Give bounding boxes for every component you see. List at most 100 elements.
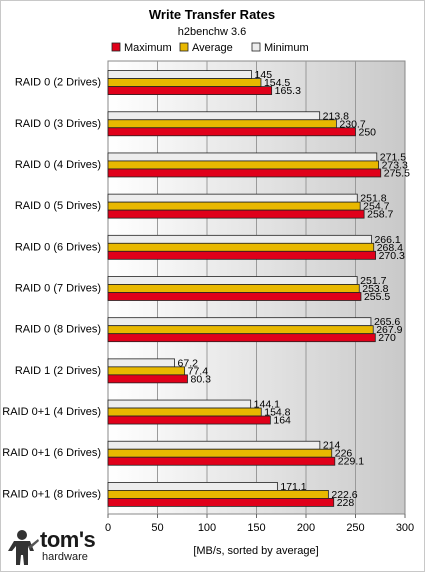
category-label: RAID 0 (5 Drives): [15, 200, 101, 212]
x-tick-label: 300: [396, 522, 414, 534]
value-label: 268.4: [377, 242, 403, 254]
value-label: 271.5: [380, 151, 406, 163]
value-label: 254.7: [363, 201, 389, 213]
legend-label-maximum: Maximum: [124, 42, 172, 54]
value-label: 265.6: [374, 316, 400, 328]
value-label: 250: [359, 126, 377, 138]
bar-average: [107, 160, 379, 170]
value-label: 145: [255, 69, 273, 81]
x-tick-label: 50: [151, 522, 163, 534]
bar-minimum: [107, 152, 378, 162]
value-label: 267.9: [376, 324, 402, 336]
bar-maximum: [107, 456, 336, 466]
bar-minimum: [107, 111, 321, 121]
category-label: RAID 0 (8 Drives): [15, 324, 101, 336]
category-label: RAID 0+1 (8 Drives): [2, 488, 101, 500]
x-axis-ticks: 0 50 100 150 200 250 300: [105, 514, 414, 534]
legend-label-minimum: Minimum: [264, 42, 309, 54]
value-label: 228: [337, 497, 355, 509]
bars: [107, 70, 382, 507]
bar-maximum: [107, 209, 365, 219]
value-label: 67.2: [178, 357, 199, 369]
value-label: 273.3: [382, 159, 408, 171]
logo-text-main: tom's: [40, 527, 96, 552]
x-tick-label: 200: [297, 522, 315, 534]
logo-text-sub: hardware: [42, 551, 88, 563]
x-axis-label: [MB/s, sorted by average]: [193, 545, 318, 557]
value-label: 165.3: [275, 85, 301, 97]
legend-swatch-maximum: [111, 42, 121, 52]
legend-label-average: Average: [192, 42, 233, 54]
toms-hardware-logo: tom's hardware: [6, 527, 102, 567]
bar-maximum: [107, 415, 271, 425]
value-label: 255.5: [364, 291, 390, 303]
bar-average: [107, 242, 375, 252]
bar-minimum: [107, 440, 321, 450]
x-tick-label: 100: [198, 522, 216, 534]
bar-maximum: [107, 333, 376, 343]
value-label: 258.7: [367, 209, 393, 221]
x-tick-label: 0: [105, 522, 111, 534]
bar-maximum: [107, 292, 362, 301]
category-label: RAID 0 (6 Drives): [15, 241, 101, 253]
value-label: 251.8: [360, 193, 386, 205]
category-label: RAID 0+1 (4 Drives): [2, 406, 101, 418]
value-label: 164: [273, 415, 291, 427]
chart-subtitle: h2benchw 3.6: [178, 26, 247, 38]
value-label: 171.1: [280, 481, 306, 493]
category-label: RAID 1 (2 Drives): [15, 365, 101, 377]
bar-average: [107, 201, 361, 211]
bar-average: [107, 78, 262, 87]
value-label: 229.1: [338, 456, 364, 468]
bar-average: [107, 325, 374, 335]
bar-maximum: [107, 374, 188, 384]
value-label: 213.8: [323, 110, 349, 122]
value-label: 80.3: [190, 373, 211, 385]
bar-minimum: [107, 358, 175, 368]
value-label: 266.1: [374, 234, 400, 246]
value-label: 226: [335, 448, 353, 460]
category-label: RAID 0 (3 Drives): [15, 118, 101, 130]
logo-figure-icon: [8, 530, 39, 565]
value-label: 77.4: [188, 365, 209, 377]
value-label: 222.6: [331, 489, 357, 501]
value-label: 214: [323, 440, 341, 452]
value-label: 154.5: [264, 77, 290, 89]
bar-maximum: [107, 86, 273, 95]
bar-average: [107, 366, 186, 376]
bar-average: [107, 448, 333, 458]
chart-title: Write Transfer Rates: [149, 7, 275, 22]
value-label: 154.8: [264, 407, 290, 419]
category-labels: RAID 0 (2 Drives) RAID 0 (3 Drives) RAID 0…: [2, 77, 101, 501]
legend-swatch-minimum: [251, 42, 261, 52]
value-label: 253.8: [362, 283, 388, 295]
bar-average: [107, 284, 360, 293]
value-label: 251.7: [360, 275, 386, 287]
legend: Maximum Average Minimum: [111, 42, 309, 54]
category-label: RAID 0 (4 Drives): [15, 159, 101, 171]
value-label: 270.3: [379, 250, 405, 262]
bar-minimum: [107, 399, 252, 409]
x-tick-label: 150: [247, 522, 265, 534]
bar-minimum: [107, 482, 278, 491]
bar-minimum: [107, 70, 252, 79]
bar-minimum: [107, 234, 372, 244]
bar-average: [107, 407, 262, 417]
bar-maximum: [107, 498, 335, 507]
value-label: 230.7: [339, 118, 365, 130]
category-label: RAID 0 (7 Drives): [15, 283, 101, 295]
value-label: 270: [378, 332, 396, 344]
category-label: RAID 0 (2 Drives): [15, 77, 101, 89]
value-label: 275.5: [384, 167, 410, 179]
legend-swatch-average: [179, 42, 189, 52]
bar-maximum: [107, 127, 356, 137]
value-label: 144.1: [254, 399, 280, 411]
category-label: RAID 0+1 (6 Drives): [2, 447, 101, 459]
bar-minimum: [107, 317, 372, 327]
bar-maximum: [107, 250, 376, 260]
bar-minimum: [107, 276, 358, 285]
bar-minimum: [107, 193, 358, 203]
x-tick-label: 250: [346, 522, 364, 534]
